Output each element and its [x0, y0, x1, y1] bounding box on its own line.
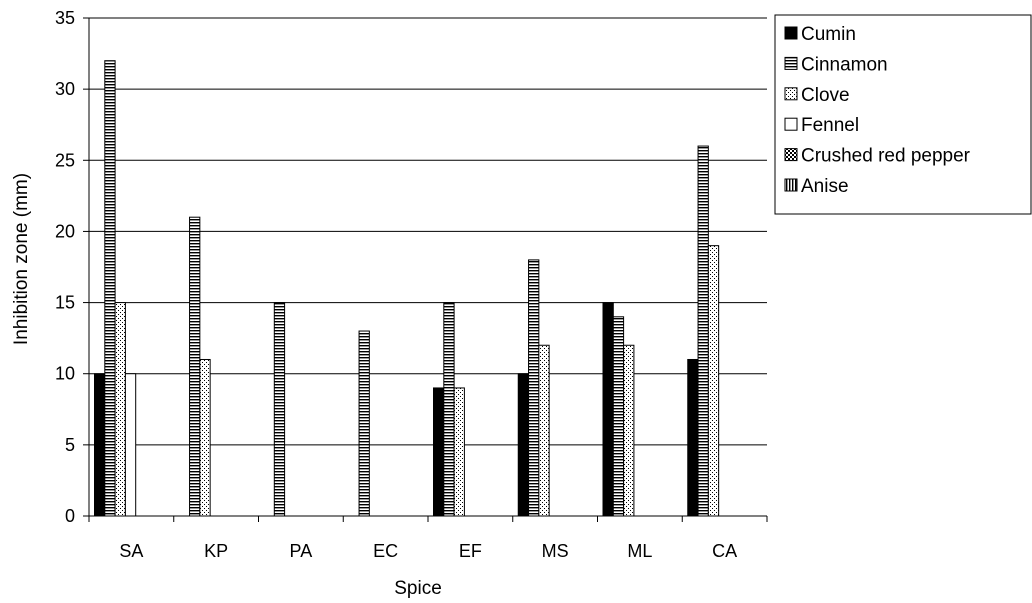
x-axis-title: Spice — [394, 578, 442, 599]
y-tick-label: 15 — [55, 293, 75, 313]
y-tick-labels: 0 5 10 15 20 25 30 35 — [55, 8, 75, 526]
bar-clove-ms — [538, 344, 550, 517]
y-tick-label: 0 — [65, 506, 75, 526]
legend-label: Cinnamon — [801, 54, 888, 75]
legend-swatch — [784, 56, 798, 70]
bar-cinnamon-sa — [104, 60, 116, 517]
x-tick-label: EC — [373, 541, 398, 561]
legend-swatch — [784, 26, 798, 40]
bar-cumin-sa — [94, 373, 106, 517]
x-tick-label: EF — [459, 541, 482, 561]
bar-cinnamon-kp — [189, 216, 201, 517]
y-tick-label: 25 — [55, 150, 75, 170]
legend-label: Clove — [801, 85, 850, 106]
y-tick-label: 5 — [65, 435, 75, 455]
bar-cinnamon-pa — [273, 302, 286, 517]
bar-cinnamon-ms — [528, 259, 540, 517]
legend: Cumin Cinnamon Clove Fennel Crushed red pepp… — [774, 14, 1032, 215]
y-tick-label: 10 — [55, 364, 75, 384]
bar-cumin-ca — [687, 358, 699, 517]
legend-label: Crushed red pepper — [801, 146, 971, 167]
y-tick-label: 20 — [55, 221, 75, 241]
bar-cinnamon-ef — [443, 302, 455, 517]
bar-cinnamon-ca — [697, 145, 709, 517]
y-tick-label: 30 — [55, 79, 75, 99]
legend-swatch — [784, 87, 798, 101]
legend-swatch — [784, 148, 798, 162]
bars — [94, 60, 720, 517]
x-tick-label: CA — [712, 541, 737, 561]
legend-label: Cumin — [801, 24, 856, 45]
legend-label: Anise — [801, 176, 849, 197]
bar-cumin-ms — [517, 373, 530, 517]
legend-swatch — [784, 178, 798, 192]
y-tick-label: 35 — [55, 8, 75, 28]
bar-cumin-ef — [433, 387, 445, 517]
axes — [83, 17, 768, 522]
x-tick-label: SA — [119, 541, 143, 561]
legend-label: Fennel — [801, 115, 859, 136]
bar-fennel-sa — [124, 373, 137, 517]
bar-clove-ca — [707, 245, 720, 517]
bar-cinnamon-ec — [358, 330, 370, 517]
bar-cumin-ml — [602, 302, 614, 517]
x-tick-label: KP — [204, 541, 228, 561]
legend-box — [774, 14, 1032, 215]
bar-clove-ml — [623, 344, 635, 517]
bar-clove-kp — [199, 358, 211, 517]
x-tick-label: MS — [542, 541, 569, 561]
y-axis-title: Inhibition zone (mm) — [11, 173, 32, 345]
bar-clove-ef — [453, 387, 465, 517]
x-tick-label: PA — [290, 541, 313, 561]
bar-cinnamon-ml — [612, 316, 625, 517]
bar-clove-sa — [114, 302, 126, 517]
x-tick-labels: SA KP PA EC EF MS ML CA — [119, 541, 737, 561]
legend-swatch — [784, 117, 798, 131]
x-tick-label: ML — [627, 541, 652, 561]
